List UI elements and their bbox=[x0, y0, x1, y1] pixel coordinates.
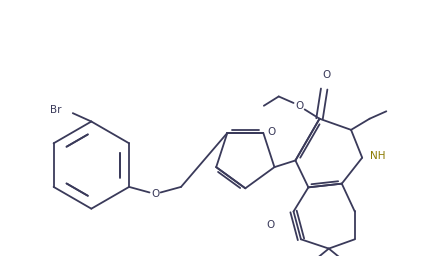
Text: Br: Br bbox=[50, 105, 62, 115]
Text: O: O bbox=[267, 220, 275, 230]
Text: NH: NH bbox=[370, 151, 385, 161]
Text: O: O bbox=[322, 70, 330, 80]
Text: O: O bbox=[295, 101, 303, 111]
Text: O: O bbox=[267, 127, 275, 137]
Text: O: O bbox=[151, 189, 159, 199]
